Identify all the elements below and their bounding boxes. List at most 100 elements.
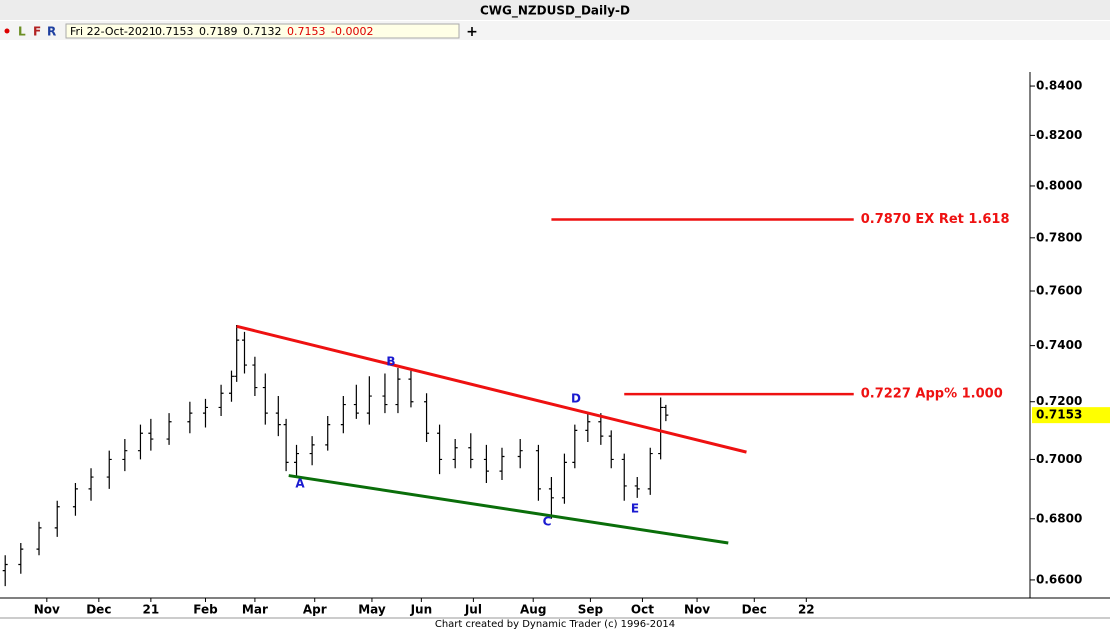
- ohlc-bar: [634, 477, 640, 498]
- info-box: [65, 23, 460, 39]
- info-date: Fri 22-Oct-2021: [70, 25, 156, 38]
- ohlc-bar: [366, 376, 372, 425]
- y-tick-label: 0.8200: [1036, 128, 1082, 142]
- wave-label: C: [543, 515, 552, 529]
- add-button[interactable]: +: [466, 24, 478, 40]
- ohlc-bar: [106, 450, 112, 489]
- ohlc-bar: [54, 500, 60, 537]
- y-tick-label: 0.6800: [1036, 511, 1082, 525]
- ohlc-bar: [187, 401, 193, 434]
- ohlc-bar: [382, 373, 388, 414]
- ohlc-bar: [517, 439, 523, 469]
- ohlc-bar: [598, 413, 604, 445]
- ohlc-bar: [647, 447, 653, 495]
- info-low: 0.7132: [243, 25, 282, 38]
- x-tick-label: May: [358, 603, 386, 617]
- level-label: 0.7227 App% 1.000: [861, 387, 1003, 402]
- ohlc-bar: [621, 453, 627, 501]
- footer: Chart created by Dynamic Trader (c) 1996…: [435, 619, 675, 630]
- ohlc-bar: [122, 439, 128, 472]
- ohlc-bar: [395, 367, 401, 414]
- ohlc-bar: [548, 477, 554, 519]
- y-tick-label: 0.7600: [1036, 284, 1082, 298]
- price-tag: [1032, 407, 1110, 424]
- ohlc-bar: [535, 444, 541, 501]
- wave-label: D: [571, 392, 581, 406]
- ohlc-bar: [36, 521, 42, 556]
- info-high: 0.7189: [199, 25, 238, 38]
- ohlc-bar: [408, 370, 414, 408]
- ohlc-bar: [663, 404, 669, 422]
- y-tick-label: 0.8000: [1036, 178, 1082, 192]
- x-tick-label: 22: [798, 603, 815, 617]
- y-tick-label: 0.7000: [1036, 452, 1082, 466]
- toolbar-f[interactable]: F: [33, 25, 41, 39]
- chart-title: CWG_NZDUSD_Daily-D: [480, 4, 630, 19]
- x-tick-label: Feb: [193, 603, 218, 617]
- ohlc-bar: [572, 424, 578, 469]
- ohlc-bar: [499, 447, 505, 481]
- y-tick-label: 0.7200: [1036, 394, 1082, 408]
- ohlc-bar: [228, 370, 234, 402]
- trend-line: [236, 324, 747, 454]
- x-tick-label: Apr: [303, 603, 327, 617]
- x-tick-label: Mar: [242, 603, 268, 617]
- ohlc-bar: [452, 439, 458, 469]
- x-tick-label: Nov: [34, 603, 60, 617]
- wave-label: A: [295, 477, 305, 491]
- info-open: 0.7153: [155, 25, 194, 38]
- y-tick-label: 0.8400: [1036, 79, 1082, 93]
- ohlc-bar: [483, 444, 489, 483]
- ohlc-bar: [2, 555, 8, 587]
- ohlc-bar: [275, 396, 281, 437]
- ohlc-bar: [137, 424, 143, 460]
- wave-label: B: [386, 355, 395, 369]
- ohlc-bar: [72, 482, 78, 516]
- ohlc-bar: [283, 418, 289, 472]
- x-tick-label: Sep: [578, 603, 604, 617]
- x-tick-label: 21: [143, 603, 160, 617]
- trend-line: [288, 474, 729, 545]
- ohlc-bar: [468, 433, 474, 469]
- ohlc-bar: [262, 373, 268, 425]
- info-close: 0.7153: [287, 25, 326, 38]
- status-dot: [4, 28, 10, 34]
- y-tick-label: 0.7400: [1036, 338, 1082, 352]
- ohlc-bar: [585, 413, 591, 442]
- ohlc-bar: [340, 396, 346, 434]
- ohlc-bar: [241, 331, 247, 374]
- ohlc-bar: [658, 397, 664, 460]
- ohlc-bar: [88, 468, 94, 501]
- ohlc-bar: [561, 453, 567, 504]
- toolbar-l[interactable]: L: [18, 25, 26, 39]
- x-tick-label: Aug: [520, 603, 546, 617]
- ohlc-bar: [325, 416, 331, 451]
- x-tick-label: Nov: [684, 603, 710, 617]
- y-tick-label: 0.6600: [1036, 572, 1082, 586]
- info-change: -0.0002: [331, 25, 373, 38]
- ohlc-bar: [218, 384, 224, 417]
- ohlc-bar: [437, 424, 443, 475]
- ohlc-bar: [148, 418, 154, 451]
- ohlc-bar: [252, 356, 258, 397]
- x-tick-label: Jul: [464, 603, 482, 617]
- ohlc-bar: [353, 384, 359, 419]
- ohlc-bar: [234, 324, 240, 382]
- ohlc-bar: [18, 543, 24, 574]
- x-tick-label: Oct: [631, 603, 654, 617]
- x-tick-label: Dec: [742, 603, 767, 617]
- ohlc-bar: [202, 398, 208, 428]
- level-label: 0.7870 EX Ret 1.618: [861, 212, 1010, 227]
- price-tag-label: 0.7153: [1036, 408, 1082, 422]
- x-tick-label: Dec: [86, 603, 111, 617]
- toolbar-r[interactable]: R: [47, 25, 56, 39]
- ohlc-bar: [608, 430, 614, 469]
- y-tick-label: 0.7800: [1036, 230, 1082, 244]
- ohlc-bar: [166, 413, 172, 445]
- title-bar: [0, 0, 1110, 20]
- x-tick-label: Jun: [410, 603, 433, 617]
- ohlc-bar: [309, 436, 315, 466]
- ohlc-bar: [424, 393, 430, 442]
